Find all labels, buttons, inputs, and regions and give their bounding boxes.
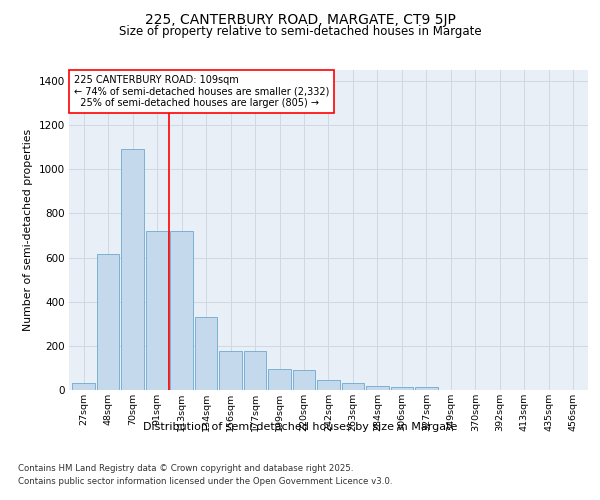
Bar (391, 386, 413, 390)
Bar (293, 370, 315, 390)
Text: 225 CANTERBURY ROAD: 109sqm
← 74% of semi-detached houses are smaller (2,332)
  : 225 CANTERBURY ROAD: 109sqm ← 74% of sem… (74, 75, 329, 108)
Bar (317, 380, 340, 390)
Bar (220, 352, 242, 390)
Y-axis label: Number of semi-detached properties: Number of semi-detached properties (23, 129, 33, 331)
Bar (342, 384, 364, 390)
Bar (121, 150, 144, 390)
Bar (415, 388, 437, 390)
Text: Distribution of semi-detached houses by size in Margate: Distribution of semi-detached houses by … (143, 422, 457, 432)
Bar (73, 384, 95, 390)
Text: Contains HM Land Registry data © Crown copyright and database right 2025.: Contains HM Land Registry data © Crown c… (18, 464, 353, 473)
Text: Size of property relative to semi-detached houses in Margate: Size of property relative to semi-detach… (119, 25, 481, 38)
Bar (268, 369, 291, 390)
Bar (170, 231, 193, 390)
Bar (97, 254, 119, 390)
Bar (244, 352, 266, 390)
Bar (366, 386, 389, 390)
Bar (146, 231, 169, 390)
Text: 225, CANTERBURY ROAD, MARGATE, CT9 5JP: 225, CANTERBURY ROAD, MARGATE, CT9 5JP (145, 13, 455, 27)
Bar (195, 317, 217, 390)
Text: Contains public sector information licensed under the Open Government Licence v3: Contains public sector information licen… (18, 477, 392, 486)
